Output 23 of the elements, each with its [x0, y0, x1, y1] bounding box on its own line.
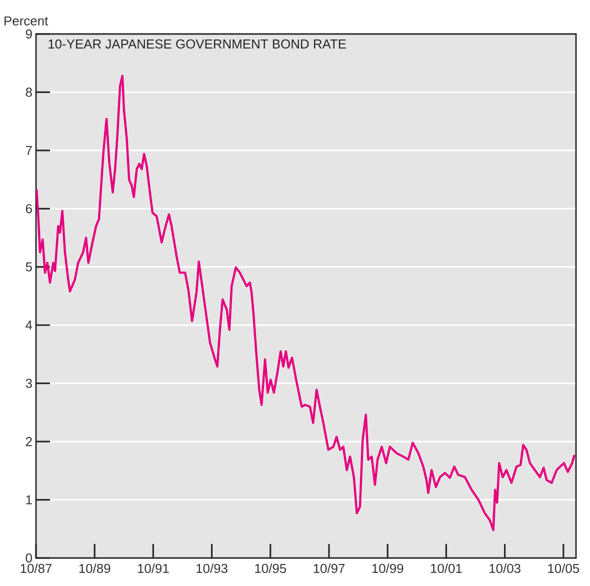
x-tick-label: 10/93 [196, 564, 228, 574]
y-tick-label: 9 [26, 29, 32, 39]
x-tick-label: 10/05 [548, 564, 580, 574]
x-tick-label: 10/03 [490, 564, 520, 574]
y-tick-label: 1 [26, 495, 32, 504]
y-tick-label: 5 [26, 262, 32, 272]
x-tick-label: 10/89 [79, 564, 110, 574]
x-tick-label: 10/91 [138, 564, 169, 574]
line-series [36, 74, 576, 532]
x-tick-label: 10/99 [372, 564, 404, 574]
x-tick-label: 10/87 [20, 564, 52, 574]
x-tick-label: 10/01 [430, 564, 462, 574]
y-tick-label: 8 [26, 88, 32, 97]
y-tick-label: 0 [26, 553, 32, 563]
y-tick-label: 7 [26, 146, 32, 155]
y-tick-label: 6 [26, 204, 32, 214]
y-tick-label: 2 [26, 437, 32, 446]
x-tick-label: 10/95 [255, 564, 286, 574]
y-axis-title: Percent [4, 16, 48, 26]
y-tick-label: 3 [26, 378, 32, 388]
x-tick-label: 10/97 [314, 564, 345, 574]
chart-title: 10-YEAR JAPANESE GOVERNMENT BOND RATE [48, 39, 346, 49]
y-tick-label: 4 [26, 320, 32, 330]
